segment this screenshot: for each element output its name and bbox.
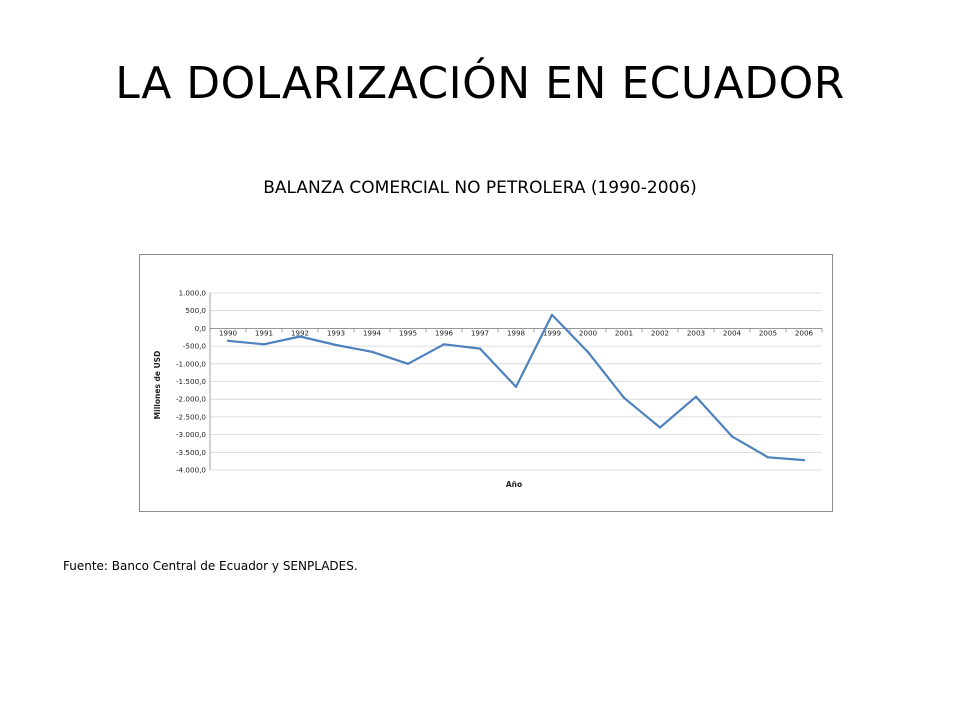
data-point [766,456,770,459]
line-chart: 1.000,0 500,0 0,0 -500,0 -1.000,0 -1.500,0 -2.… [153,289,823,489]
y-axis: 1.000,0 500,0 0,0 -500,0 -1.000,0 -1.500,0 -2.… [176,289,211,475]
y-tick-label: -500,0 [183,342,207,351]
y-tick-label: -4.000,0 [176,466,206,475]
x-tick-label: 1997 [471,328,489,337]
data-point [586,350,590,354]
x-tick-label: 2006 [795,328,814,337]
y-tick-label: 500,0 [185,306,206,315]
data-point [334,343,338,347]
data-point [514,385,518,389]
data-point [622,396,626,399]
data-point [406,362,410,365]
x-axis: 1990 1991 1992 1993 1994 1995 1996 1997 1998 1999… [209,327,823,337]
data-point [802,458,806,462]
source-note: Fuente: Banco Central de Ecuador y SENPL… [63,559,358,573]
data-point [658,426,662,429]
data-point [730,435,734,438]
slide-title: LA DOLARIZACIÓN EN ECUADOR [115,58,845,109]
y-tick-label: -3.000,0 [176,430,206,439]
x-axis-title: Año [506,480,522,489]
y-tick-label: -1.000,0 [176,359,206,368]
y-axis-title: Millones de USD [153,351,162,420]
x-tick-label: 1994 [363,328,382,337]
data-point [442,343,446,346]
chart-frame: 1.000,0 500,0 0,0 -500,0 -1.000,0 -1.500,0 -2.… [139,254,833,512]
x-tick-label: 1996 [435,328,454,337]
x-tick-label: 2000 [579,328,598,337]
x-tick-label: 2001 [615,328,633,337]
x-tick-label: 1991 [255,328,273,337]
x-tick-label: 2005 [759,328,777,337]
x-tick-label: 1992 [291,328,309,337]
x-tick-label: 2002 [651,328,669,337]
chart-title: BALANZA COMERCIAL NO PETROLERA (1990-200… [263,178,697,198]
data-point [262,343,266,346]
data-point [298,335,302,338]
grid-lines [210,292,822,471]
x-tick-label: 1993 [327,328,345,337]
y-tick-label: 1.000,0 [179,289,207,298]
y-tick-label: -2.500,0 [176,412,206,421]
x-tick-label: 2004 [723,328,742,337]
x-tick-label: 1990 [219,328,238,337]
x-tick-label: 2003 [687,328,705,337]
x-tick-label: 1995 [399,328,417,337]
y-tick-label: -3.500,0 [176,448,206,457]
data-point [370,350,374,353]
y-tick-label: 0,0 [195,324,207,333]
series-layer [226,313,806,462]
x-tick-label: 1998 [507,328,526,337]
data-point [478,347,482,350]
y-tick-label: -2.000,0 [176,395,206,404]
data-point [550,313,554,317]
y-tick-label: -1.500,0 [176,377,206,386]
data-point [694,395,698,398]
data-point [226,339,230,342]
x-tick-label: 1999 [543,328,562,337]
